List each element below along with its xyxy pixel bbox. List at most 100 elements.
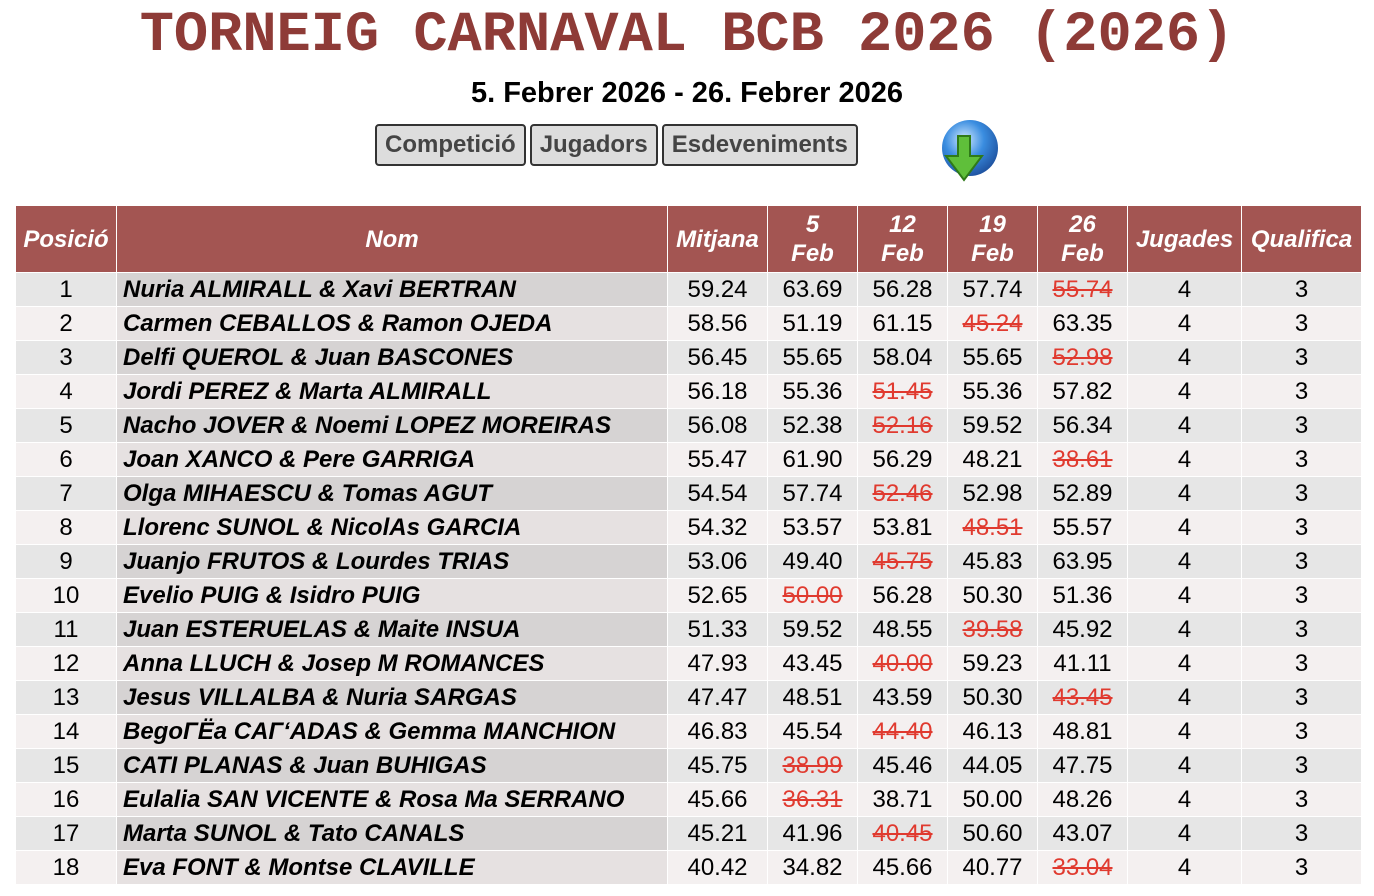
score-cell: 43.59 (857, 680, 948, 715)
played-cell: 4 (1127, 748, 1242, 783)
score-cell: 61.90 (767, 442, 858, 477)
played-cell: 4 (1127, 612, 1242, 647)
table-row: 11 Juan ESTERUELAS & Maite INSUA 51.33 59.5… (15, 612, 1362, 647)
score-cell: 48.51 (947, 510, 1038, 545)
score-cell: 45.83 (947, 544, 1038, 579)
date-range: 5. Febrer 2026 - 26. Febrer 2026 (470, 77, 904, 109)
name-cell: Juan ESTERUELAS & Maite INSUA (116, 612, 668, 647)
score-cell: 55.65 (947, 340, 1038, 375)
score-cell: 40.00 (857, 646, 948, 681)
score-cell: 38.71 (857, 782, 948, 817)
score-cell: 33.04 (1037, 850, 1128, 885)
average-cell: 40.42 (667, 850, 768, 885)
position-cell: 8 (15, 510, 117, 545)
name-cell: Eulalia SAN VICENTE & Rosa Ma SERRANO (116, 782, 668, 817)
table-row: 17 Marta SUNOL & Tato CANALS 45.21 41.96 40.… (15, 816, 1362, 851)
qualify-cell: 3 (1241, 680, 1362, 715)
score-cell: 43.45 (767, 646, 858, 681)
score-cell: 43.07 (1037, 816, 1128, 851)
score-cell: 47.75 (1037, 748, 1128, 783)
qualify-cell: 3 (1241, 850, 1362, 885)
table-row: 16 Eulalia SAN VICENTE & Rosa Ma SERRANO 4… (15, 782, 1362, 817)
played-cell: 4 (1127, 578, 1242, 613)
score-cell: 45.92 (1037, 612, 1128, 647)
column-header: Posició (15, 205, 117, 273)
score-cell: 46.13 (947, 714, 1038, 749)
score-cell: 38.99 (767, 748, 858, 783)
position-cell: 6 (15, 442, 117, 477)
score-cell: 45.75 (857, 544, 948, 579)
name-cell: Evelio PUIG & Isidro PUIG (116, 578, 668, 613)
score-cell: 63.35 (1037, 306, 1128, 341)
name-cell: Eva FONT & Montse CLAVILLE (116, 850, 668, 885)
position-cell: 1 (15, 272, 117, 307)
position-cell: 15 (15, 748, 117, 783)
played-cell: 4 (1127, 816, 1242, 851)
played-cell: 4 (1127, 714, 1242, 749)
score-cell: 48.26 (1037, 782, 1128, 817)
table-row: 15 CATI PLANAS & Juan BUHIGAS 45.75 38.99 45… (15, 748, 1362, 783)
score-cell: 59.52 (767, 612, 858, 647)
qualify-cell: 3 (1241, 612, 1362, 647)
tab-button[interactable]: Jugadors (529, 124, 658, 166)
score-cell: 52.98 (947, 476, 1038, 511)
score-cell: 53.81 (857, 510, 948, 545)
position-cell: 3 (15, 340, 117, 375)
qualify-cell: 3 (1241, 442, 1362, 477)
score-cell: 55.57 (1037, 510, 1128, 545)
name-cell: Nacho JOVER & Noemi LOPEZ MOREIRAS (116, 408, 668, 443)
table-row: 2 Carmen CEBALLOS & Ramon OJEDA 58.56 51.19… (15, 306, 1362, 341)
score-cell: 56.34 (1037, 408, 1128, 443)
score-cell: 63.95 (1037, 544, 1128, 579)
position-cell: 9 (15, 544, 117, 579)
column-header: Mitjana (667, 205, 768, 273)
played-cell: 4 (1127, 272, 1242, 307)
score-cell: 40.45 (857, 816, 948, 851)
score-cell: 44.05 (947, 748, 1038, 783)
tab-button[interactable]: Esdeveniments (661, 124, 858, 166)
position-cell: 4 (15, 374, 117, 409)
average-cell: 45.75 (667, 748, 768, 783)
table-row: 3 Delfi QUEROL & Juan BASCONES 56.45 55.65 5… (15, 340, 1362, 375)
name-cell: Nuria ALMIRALL & Xavi BERTRAN (116, 272, 668, 307)
score-cell: 58.04 (857, 340, 948, 375)
name-cell: Joan XANCO & Pere GARRIGA (116, 442, 668, 477)
score-cell: 38.61 (1037, 442, 1128, 477)
score-cell: 41.96 (767, 816, 858, 851)
qualify-cell: 3 (1241, 510, 1362, 545)
table-row: 6 Joan XANCO & Pere GARRIGA 55.47 61.90 56.2… (15, 442, 1362, 477)
average-cell: 47.93 (667, 646, 768, 681)
qualify-cell: 3 (1241, 816, 1362, 851)
score-cell: 57.74 (947, 272, 1038, 307)
qualify-cell: 3 (1241, 306, 1362, 341)
position-cell: 12 (15, 646, 117, 681)
qualify-cell: 3 (1241, 578, 1362, 613)
tab-button[interactable]: Competició (375, 124, 526, 166)
table-row: 12 Anna LLUCH & Josep M ROMANCES 47.93 43.4… (15, 646, 1362, 681)
position-cell: 10 (15, 578, 117, 613)
average-cell: 46.83 (667, 714, 768, 749)
column-header: Jugades (1127, 205, 1242, 273)
score-cell: 43.45 (1037, 680, 1128, 715)
qualify-cell: 3 (1241, 748, 1362, 783)
name-cell: Llorenc SUNOL & NicolAs GARCIA (116, 510, 668, 545)
position-cell: 14 (15, 714, 117, 749)
name-cell: Jesus VILLALBA & Nuria SARGAS (116, 680, 668, 715)
position-cell: 2 (15, 306, 117, 341)
average-cell: 45.21 (667, 816, 768, 851)
average-cell: 56.08 (667, 408, 768, 443)
qualify-cell: 3 (1241, 714, 1362, 749)
results-table: Posició Nom Mitjana 5 Feb 12 Feb 19 Feb 26 Feb… (15, 205, 1362, 885)
score-cell: 34.82 (767, 850, 858, 885)
score-cell: 52.46 (857, 476, 948, 511)
score-cell: 55.65 (767, 340, 858, 375)
qualify-cell: 3 (1241, 544, 1362, 579)
position-cell: 17 (15, 816, 117, 851)
name-cell: CATI PLANAS & Juan BUHIGAS (116, 748, 668, 783)
score-cell: 57.82 (1037, 374, 1128, 409)
table-row: 7 Olga MIHAESCU & Tomas AGUT 54.54 57.74 52.… (15, 476, 1362, 511)
score-cell: 48.81 (1037, 714, 1128, 749)
table-row: 14 BegoГЁa CAГ‘ADAS & Gemma MANCHION 46.83… (15, 714, 1362, 749)
download-icon[interactable] (936, 118, 1002, 184)
header-row: Posició Nom Mitjana 5 Feb 12 Feb 19 Feb 26 Feb… (15, 205, 1362, 273)
